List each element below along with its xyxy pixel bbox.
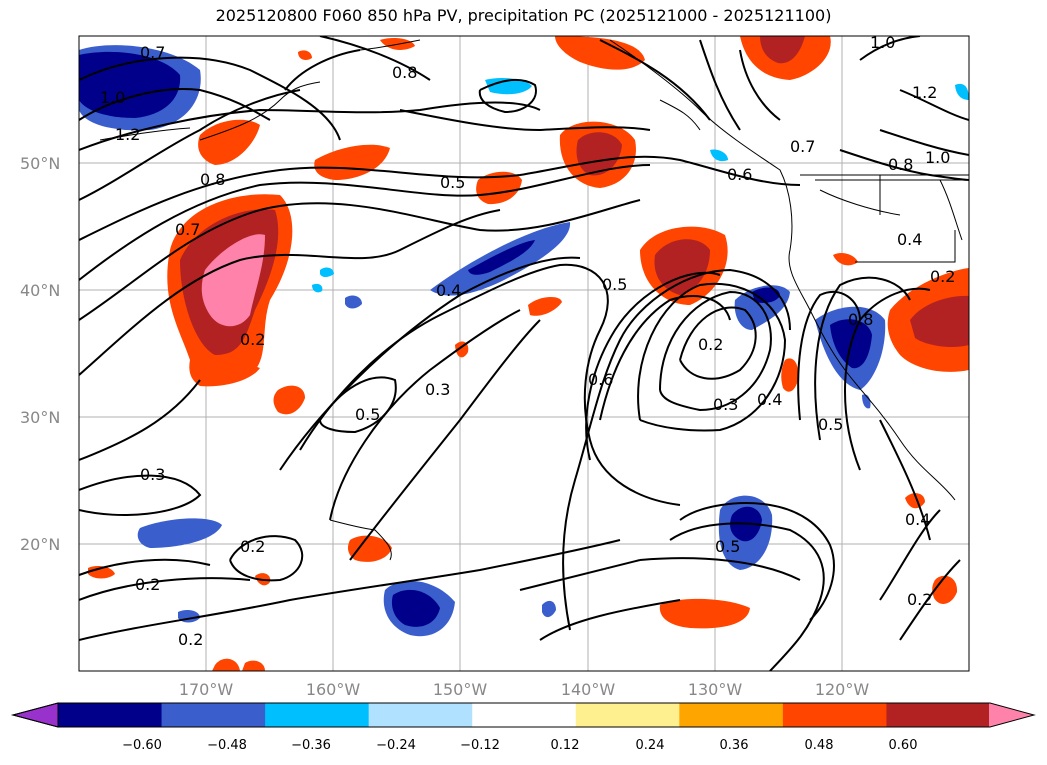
contour-label: 0.4: [905, 510, 930, 529]
contour-label: 0.6: [727, 165, 752, 184]
colorbar-segment: [368, 703, 473, 727]
contour-label: 0.8: [848, 310, 873, 329]
colorbar-segment: [472, 703, 577, 727]
contour-labels: 0.7 1.0 1.2 0.8 0.7 0.2 0.5 0.4 0.3 0.5 …: [100, 33, 955, 649]
contour-label: 1.0: [925, 148, 950, 167]
lat-label-40n: 40°N: [20, 281, 61, 300]
lat-label-50n: 50°N: [20, 154, 61, 173]
contour-label: 0.7: [175, 220, 200, 239]
colorbar-extend-max: [989, 703, 1034, 727]
contour-label: 1.2: [115, 125, 140, 144]
colorbar-tick: −0.60: [122, 738, 162, 753]
contour-label: 0.8: [888, 155, 913, 174]
colorbar-segment: [265, 703, 370, 727]
colorbar-tick: −0.12: [460, 738, 500, 753]
colorbar-tick: −0.48: [207, 738, 247, 753]
lon-label-120w: 120°W: [814, 680, 870, 699]
coastlines: [99, 39, 969, 561]
contour-label: 0.4: [897, 230, 922, 249]
contour-label: 0.2: [178, 630, 203, 649]
colorbar-tick: −0.36: [291, 738, 331, 753]
contour-label: 0.3: [140, 465, 165, 484]
colorbar-segment: [886, 703, 991, 727]
contour-label: 0.2: [930, 267, 955, 286]
lat-label-20n: 20°N: [20, 535, 61, 554]
colorbar-segment: [58, 703, 163, 727]
contour-label: 0.5: [818, 415, 843, 434]
contour-label: 0.5: [602, 275, 627, 294]
contour-label: 0.2: [240, 537, 265, 556]
lon-label-170w: 170°W: [178, 680, 234, 699]
contour-label: 0.7: [140, 43, 165, 62]
contour-label: 0.3: [425, 380, 450, 399]
lon-label-150w: 150°W: [432, 680, 488, 699]
contour-label: 0.2: [135, 575, 160, 594]
contour-label: 0.2: [907, 590, 932, 609]
colorbar-tick: 0.36: [719, 738, 749, 753]
contour-label: 0.6: [588, 370, 613, 389]
colorbar-segment: [161, 703, 266, 727]
colorbar-segment: [782, 703, 887, 727]
contour-label: 0.4: [757, 390, 782, 409]
lon-label-140w: 140°W: [560, 680, 616, 699]
colorbar-tick: 0.48: [804, 738, 834, 753]
lat-label-30n: 30°N: [20, 408, 61, 427]
map-frame: [78, 35, 970, 672]
contour-label: 0.3: [713, 395, 738, 414]
colorbar-tick: −0.24: [376, 738, 416, 753]
map-title: 2025120800 F060 850 hPa PV, precipitatio…: [215, 6, 832, 25]
contour-label: 0.8: [392, 63, 417, 82]
contour-label: 0.7: [790, 137, 815, 156]
contour-label: 0.2: [240, 330, 265, 349]
pv-contours: [79, 36, 969, 671]
colorbar-segment: [679, 703, 784, 727]
lon-label-160w: 160°W: [305, 680, 361, 699]
colorbar-segment: [575, 703, 680, 727]
colorbar-extend-min: [13, 703, 59, 727]
contour-label: 0.4: [436, 281, 461, 300]
colorbar-tick: 0.12: [550, 738, 580, 753]
colorbar-tick: 0.24: [635, 738, 665, 753]
contour-label: 0.8: [200, 170, 225, 189]
colorbar: [11, 702, 1036, 728]
contour-label: 0.2: [698, 335, 723, 354]
colorbar-tick: 0.60: [888, 738, 918, 753]
lon-label-130w: 130°W: [687, 680, 743, 699]
precip-positive-areas: [88, 36, 969, 671]
contour-label: 0.5: [440, 173, 465, 192]
contour-label: 0.5: [715, 537, 740, 556]
contour-label: 1.0: [870, 33, 895, 52]
contour-label: 1.2: [912, 83, 937, 102]
contour-label: 0.5: [355, 405, 380, 424]
contour-label: 1.0: [100, 88, 125, 107]
